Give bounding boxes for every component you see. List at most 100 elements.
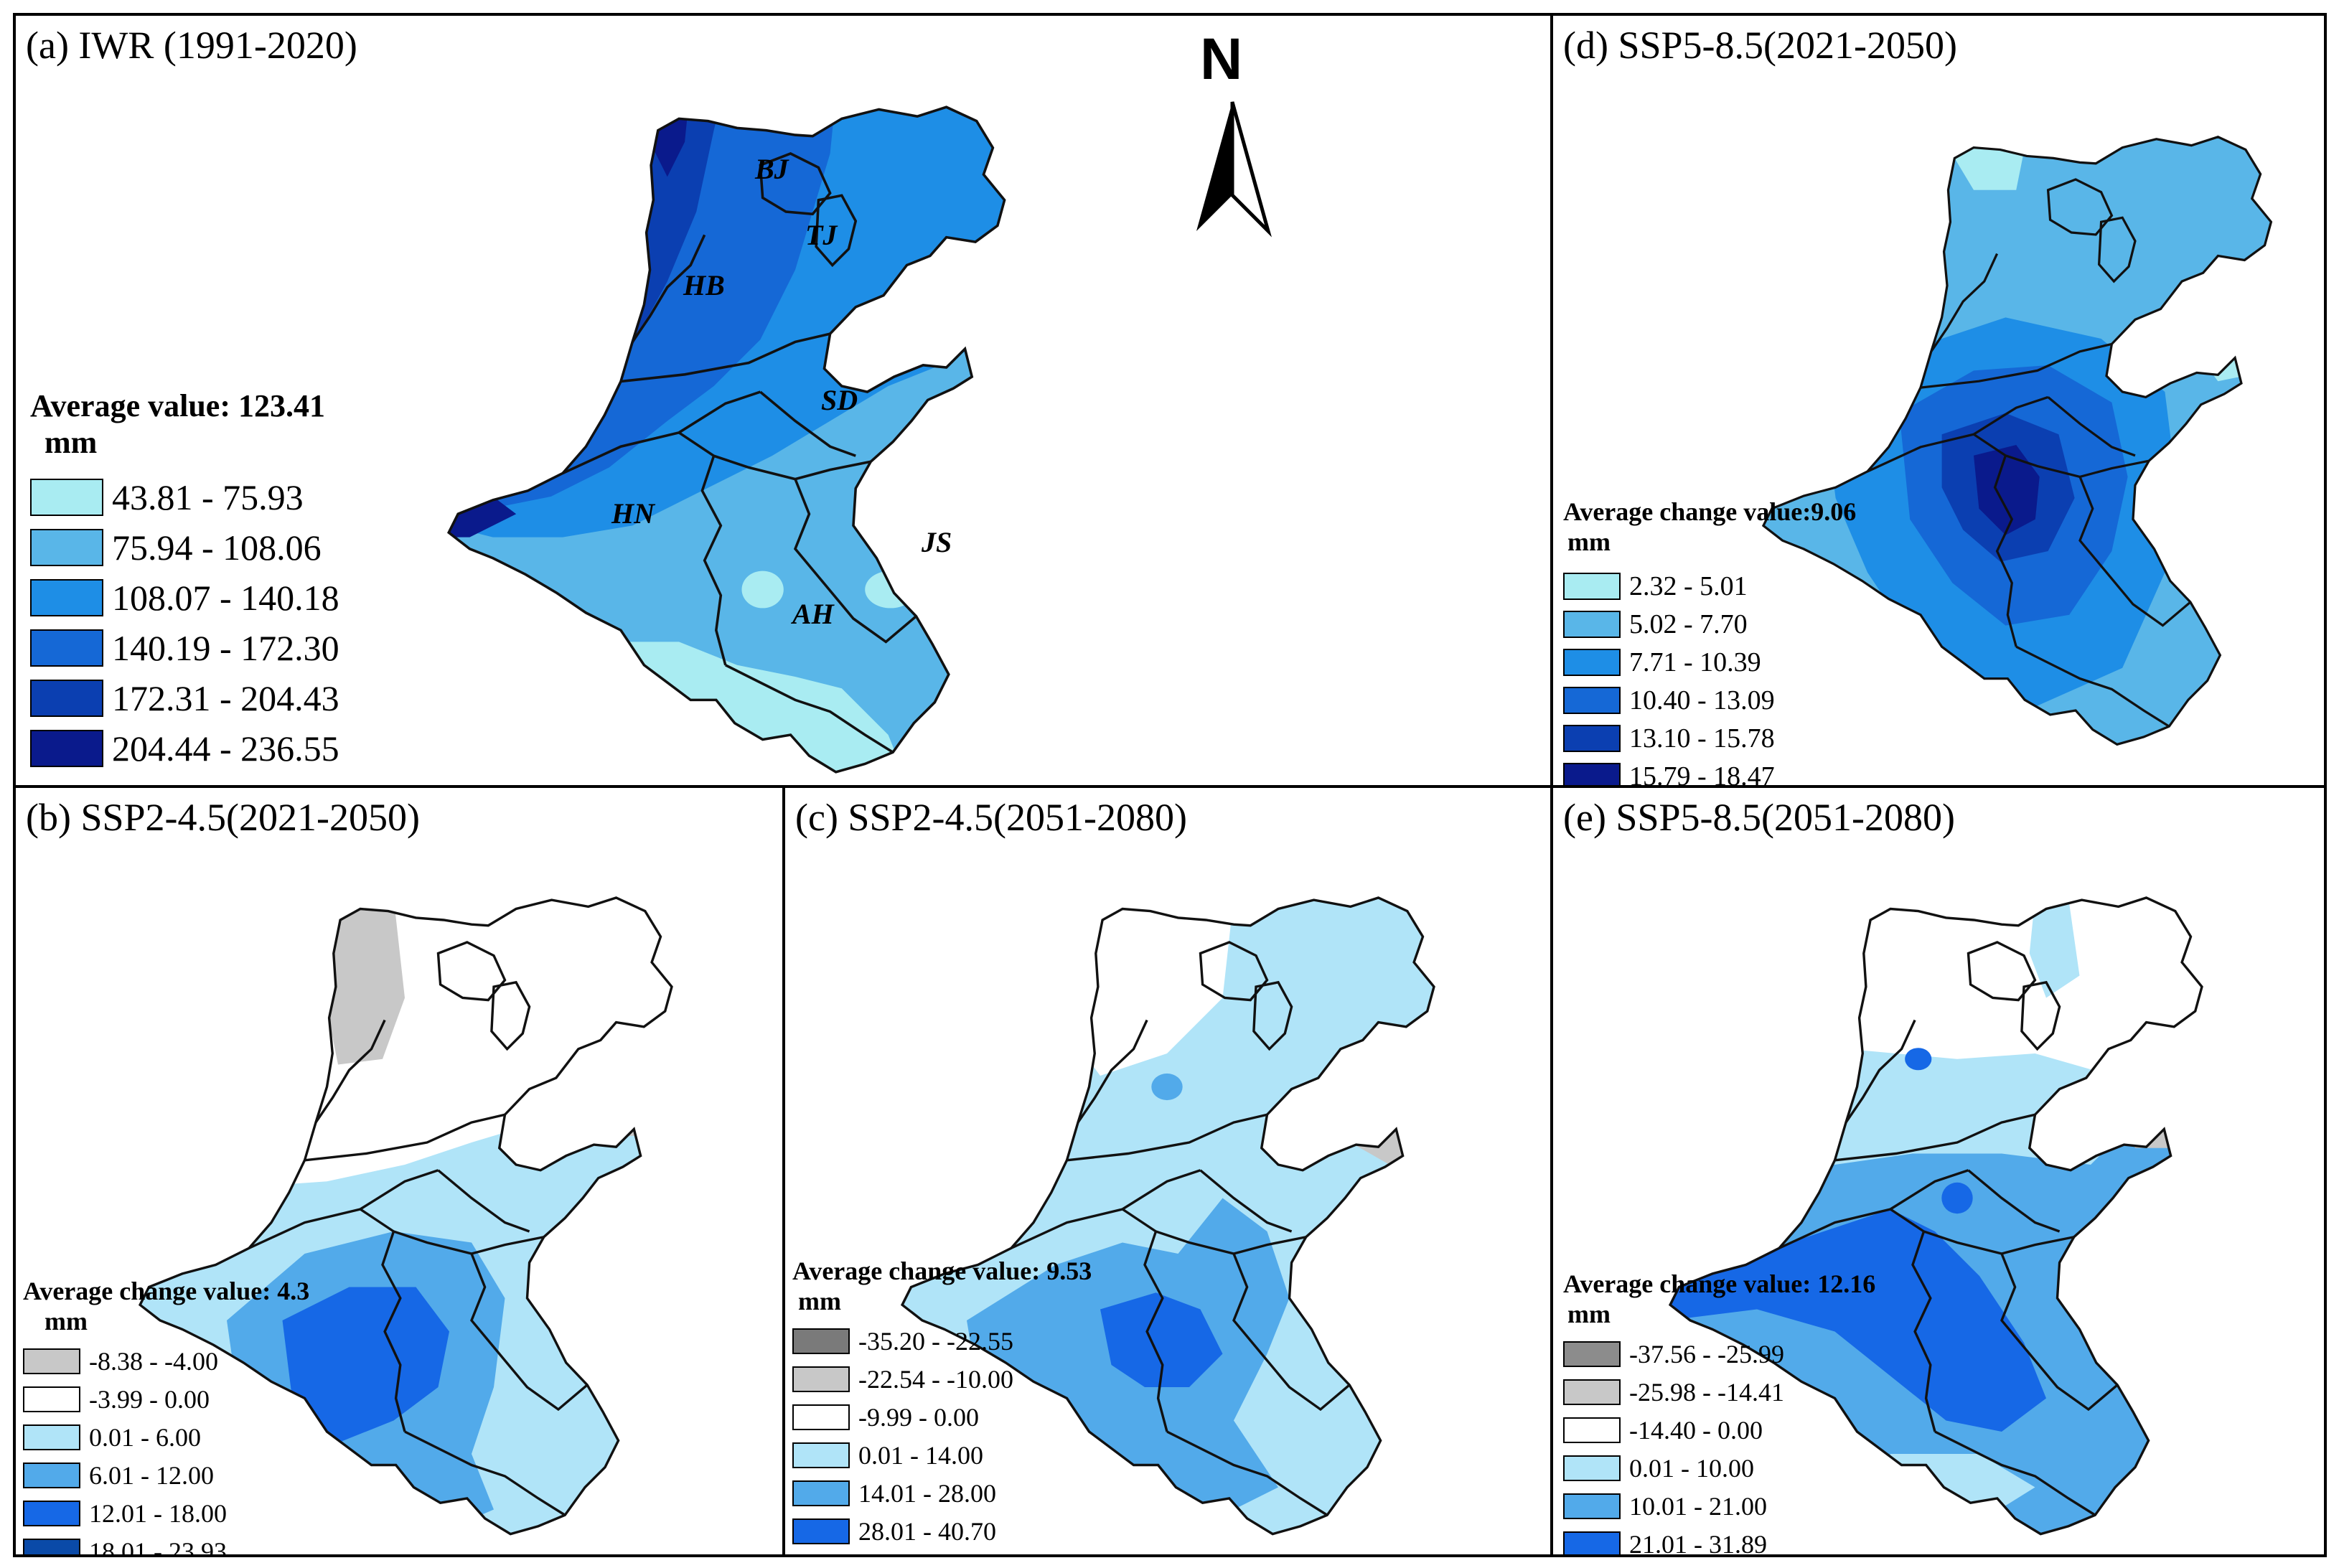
zone-0-10-north — [2029, 898, 2080, 998]
legend-class-row: 0.01 - 6.00 — [23, 1418, 309, 1456]
region-label-js: JS — [922, 526, 952, 558]
legend-range-label: -9.99 - 0.00 — [858, 1402, 979, 1432]
legend-unit: mm — [1567, 1300, 1611, 1328]
legend-rows: 2.32 - 5.01 5.02 - 7.70 7.71 - 10.39 10.40 … — [1563, 567, 1856, 788]
legend-range-label: 28.01 - 40.70 — [858, 1516, 996, 1546]
panel-title: (c) SSP2-4.5(2051-2080) — [795, 796, 1187, 839]
legend-heading: Average change value: 9.53 — [792, 1257, 1092, 1285]
legend-swatch — [1563, 572, 1621, 600]
legend-swatch — [23, 1500, 80, 1526]
legend-class-row: -14.40 - 0.00 — [1563, 1411, 1875, 1449]
zone-37-25 — [2174, 1089, 2202, 1123]
legend-class-row: 204.44 - 236.55 — [30, 723, 339, 774]
north-label: N — [1200, 27, 1243, 92]
legend-range-label: -25.98 - -14.41 — [1629, 1377, 1784, 1407]
legend-unit: mm — [1567, 527, 1611, 556]
legend-swatch — [1563, 610, 1621, 638]
legend-range-label: 15.79 - 18.47 — [1629, 761, 1775, 788]
legend-class-row: 15.79 - 18.47 — [1563, 757, 1856, 788]
legend-class-row: 10.01 - 21.00 — [1563, 1487, 1875, 1525]
region-label-ah: AH — [792, 598, 834, 630]
legend-swatch — [1563, 1417, 1621, 1443]
legend-swatch — [792, 1404, 850, 1430]
zone-25-14 — [2101, 1089, 2202, 1148]
region-label-bj: BJ — [755, 153, 789, 185]
legend-class-row: 7.71 - 10.39 — [1563, 643, 1856, 681]
legend-class-row: 108.07 - 140.18 — [30, 573, 339, 623]
legend-range-label: -37.56 - -25.99 — [1629, 1339, 1784, 1369]
legend-c: Average change value: 9.53 mm -35.20 - -… — [792, 1256, 1092, 1550]
legend-class-row: 28.01 - 40.70 — [792, 1512, 1092, 1550]
legend-swatch — [792, 1518, 850, 1544]
legend-heading: Average change value:9.06 — [1563, 497, 1857, 526]
legend-b: Average change value: 4.3 mm -8.38 - -4.… — [23, 1276, 310, 1557]
legend-range-label: 0.01 - 6.00 — [89, 1422, 201, 1452]
legend-range-label: 21.01 - 31.89 — [1629, 1529, 1767, 1557]
legend-heading: Average change value: 4.3 — [23, 1277, 310, 1305]
legend-range-label: 13.10 - 15.78 — [1629, 723, 1775, 754]
legend-range-label: 7.71 - 10.39 — [1629, 647, 1761, 677]
region-label-tj: TJ — [805, 219, 838, 251]
panel-e: (e) SSP5-8.5(2051-2080) Average change v — [1550, 785, 2327, 1557]
legend-class-row: 140.19 - 172.30 — [30, 623, 339, 673]
legend-class-row: 12.01 - 18.00 — [23, 1494, 309, 1532]
legend-unit: mm — [44, 1307, 88, 1335]
zone-21-31-spot — [1941, 1182, 1973, 1214]
legend-range-label: 0.01 - 10.00 — [1629, 1453, 1754, 1483]
legend-range-label: 172.31 - 204.43 — [112, 678, 339, 718]
legend-swatch — [792, 1328, 850, 1354]
legend-class-row: 5.02 - 7.70 — [1563, 605, 1856, 643]
legend-d: Average change value:9.06 mm 2.32 - 5.01… — [1563, 497, 1857, 788]
legend-swatch — [1563, 1341, 1621, 1367]
legend-swatch — [1563, 724, 1621, 752]
legend-swatch — [23, 1386, 80, 1412]
region-label-hb: HB — [683, 269, 725, 301]
legend-swatch — [1563, 1493, 1621, 1519]
panel-b: (b) SSP2-4.5(2021-2050) Average change v… — [13, 785, 785, 1557]
legend-range-label: -8.38 - -4.00 — [89, 1346, 218, 1376]
legend-class-row: -25.98 - -14.41 — [1563, 1373, 1875, 1411]
zone-43-75-spot — [741, 571, 784, 609]
zone-3-0 — [140, 897, 672, 1187]
legend-class-row: 2.32 - 5.01 — [1563, 567, 1856, 605]
panel-title: (e) SSP5-8.5(2051-2080) — [1563, 796, 1955, 839]
ssp585-2051-2080-map — [1669, 896, 2203, 1536]
legend-range-label: 108.07 - 140.18 — [112, 578, 339, 618]
zone-35-22 — [1367, 1084, 1434, 1123]
zone-0-10 — [1670, 1048, 2135, 1165]
iwr-map — [447, 105, 1006, 774]
legend-class-row: -22.54 - -10.00 — [792, 1360, 1092, 1398]
zone-8-4 — [327, 898, 405, 1065]
legend-swatch — [30, 579, 103, 616]
legend-swatch — [30, 629, 103, 667]
legend-class-row: -9.99 - 0.00 — [792, 1398, 1092, 1436]
legend-class-row: -37.56 - -25.99 — [1563, 1335, 1875, 1373]
legend-rows: -8.38 - -4.00 -3.99 - 0.00 0.01 - 6.00 6.01… — [23, 1342, 309, 1557]
zone-28-40 — [1100, 1292, 1223, 1387]
legend-class-row: 43.81 - 75.93 — [30, 472, 339, 522]
zone-204-236 — [449, 107, 691, 177]
legend-e: Average change value: 12.16 mm -37.56 - … — [1563, 1269, 1875, 1557]
legend-a: Average value: 123.41 mm 43.81 - 75.93 75… — [30, 388, 339, 774]
zone-12-18 — [282, 1287, 449, 1443]
panel-a: (a) IWR (1991-2020) BJ TJ HB SD HN — [13, 13, 1553, 788]
legend-range-label: 5.02 - 7.70 — [1629, 609, 1748, 639]
legend-class-row: 75.94 - 108.06 — [30, 522, 339, 573]
legend-rows: -35.20 - -22.55 -22.54 - -10.00 -9.99 - 0.… — [792, 1322, 1092, 1550]
legend-swatch — [23, 1538, 80, 1554]
ssp585-2021-2050-map — [1762, 136, 2273, 746]
legend-swatch — [1563, 1379, 1621, 1405]
region-label-hn: HN — [611, 497, 655, 530]
legend-swatch — [23, 1462, 80, 1488]
zone-21-31-spot — [1905, 1048, 1932, 1071]
legend-range-label: 12.01 - 18.00 — [89, 1498, 227, 1528]
legend-unit: mm — [44, 425, 98, 460]
legend-range-label: 75.94 - 108.06 — [112, 527, 322, 568]
ssp245-2051-2080-map — [901, 896, 1435, 1536]
legend-range-label: 204.44 - 236.55 — [112, 728, 339, 769]
legend-class-row: -8.38 - -4.00 — [23, 1342, 309, 1380]
legend-swatch — [1563, 1531, 1621, 1554]
legend-range-label: 18.01 - 23.93 — [89, 1536, 227, 1557]
zone-21-31 — [1670, 1208, 2046, 1432]
legend-range-label: 14.01 - 28.00 — [858, 1478, 996, 1508]
